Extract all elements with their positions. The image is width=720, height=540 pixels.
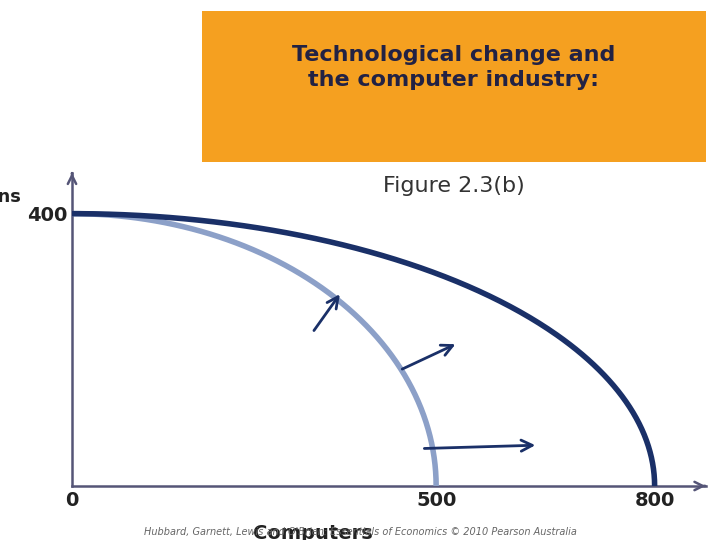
Text: Computers: Computers	[253, 524, 373, 540]
Text: Hubbard, Garnett, Lewis and O'Brien: Essentials of Economics © 2010 Pearson Aust: Hubbard, Garnett, Lewis and O'Brien: Ess…	[143, 527, 577, 537]
Text: Figure 2.3(b): Figure 2.3(b)	[383, 176, 524, 197]
Text: Televisions: Televisions	[0, 188, 22, 206]
Text: Technological change and
the computer industry:: Technological change and the computer in…	[292, 45, 616, 90]
